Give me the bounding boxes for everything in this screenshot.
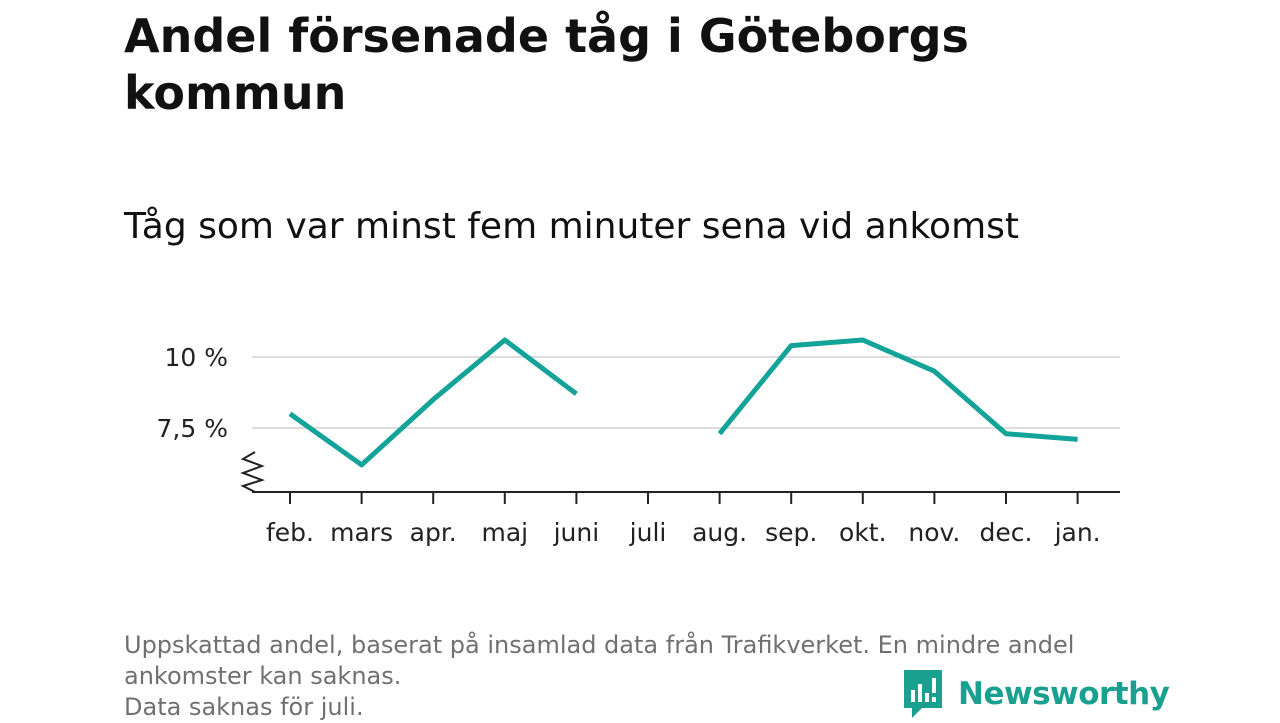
footnote-line: ankomster kan saknas. [124, 662, 402, 690]
x-axis [240, 451, 1120, 493]
series-lines [288, 337, 1078, 468]
x-tick-label: jan. [1054, 518, 1101, 547]
gridlines [252, 356, 1120, 429]
brand-name: Newsworthy [958, 676, 1170, 712]
y-tick-label: 10 % [164, 343, 228, 372]
x-tick-label: juli [629, 518, 667, 547]
footnote-line: Data saknas för juli. [124, 693, 364, 721]
x-tick-label: mars [330, 518, 393, 547]
chart-title: Andel försenade tåg i Göteborgs kommun [124, 9, 969, 120]
series-line-segment [717, 337, 1078, 442]
x-tick-label: sep. [765, 518, 817, 547]
x-tick-label: aug. [692, 518, 747, 547]
line-chart: 7,5 % 10 % feb. mars apr. maj juni juli aug. sep… [157, 337, 1120, 547]
x-tick-label: nov. [908, 518, 960, 547]
x-tick-label: feb. [266, 518, 314, 547]
newsworthy-logo-icon [904, 670, 942, 718]
x-tick-label: juni [553, 518, 600, 547]
x-tick-label: dec. [980, 518, 1033, 547]
y-axis-ticks: 7,5 % 10 % [157, 343, 228, 443]
x-tick-label: maj [481, 518, 528, 547]
y-axis-break-icon [240, 451, 266, 493]
footnote: Uppskattad andel, baserat på insamlad da… [124, 630, 1174, 723]
y-tick-label: 7,5 % [157, 414, 228, 443]
footnote-line: Uppskattad andel, baserat på insamlad da… [124, 631, 1075, 659]
x-tick-label: apr. [410, 518, 457, 547]
series-line-segment [288, 337, 578, 468]
chart-subtitle: Tåg som var minst fem minuter sena vid a… [124, 206, 1020, 247]
x-axis-ticks: feb. mars apr. maj juni juli aug. sep. okt. nov. d… [266, 492, 1101, 547]
x-tick-label: okt. [839, 518, 887, 547]
newsworthy-brand: Newsworthy [902, 668, 1170, 720]
